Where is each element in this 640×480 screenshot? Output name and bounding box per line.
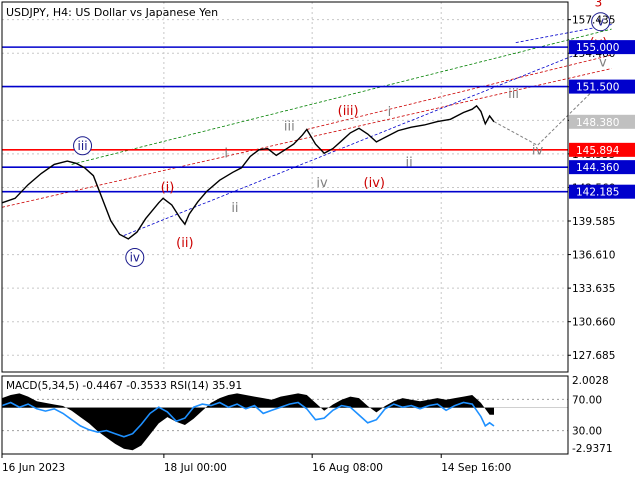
projection-line bbox=[493, 80, 604, 146]
level-tag-label: 144.360 bbox=[576, 162, 619, 174]
price-tick-label: 130.660 bbox=[572, 317, 615, 329]
level-tag-label: 142.185 bbox=[576, 187, 619, 199]
price-line bbox=[1, 104, 495, 240]
wave-circle bbox=[591, 12, 611, 32]
indicator-tick-label: 70.00 bbox=[572, 394, 602, 406]
price-tick-label: 139.585 bbox=[572, 216, 615, 228]
level-tag-resistance bbox=[569, 40, 635, 55]
wave-label: iv bbox=[130, 250, 140, 264]
wave-label: iii bbox=[78, 139, 88, 153]
price-series bbox=[1, 104, 495, 240]
indicator-pane bbox=[1, 393, 568, 451]
wave-circle bbox=[125, 247, 145, 267]
level-tag-label: 145.894 bbox=[576, 145, 620, 157]
wave-label: (i) bbox=[161, 181, 175, 196]
indicator-tick-label: -2.9371 bbox=[572, 443, 613, 455]
wave-label: ii bbox=[405, 156, 412, 171]
wave-label: i bbox=[224, 147, 228, 162]
indicator-axis: 2.0028 70.00 30.00 -2.9371 bbox=[572, 375, 613, 455]
time-tick-label: 16 Jun 2023 bbox=[2, 462, 65, 474]
wave-label: iii bbox=[284, 120, 295, 135]
rsi-line bbox=[1, 401, 495, 438]
time-tick-label: 16 Aug 08:00 bbox=[312, 462, 383, 474]
projection-path bbox=[493, 80, 604, 146]
time-axis: 16 Jun 2023 18 Jul 00:00 16 Aug 08:00 14 Se… bbox=[1, 454, 511, 474]
wave-label: (iii) bbox=[338, 104, 359, 119]
wave-label: i bbox=[388, 105, 392, 120]
level-tag-resistance bbox=[569, 79, 635, 94]
wave-label: (iv) bbox=[364, 176, 385, 191]
level-tag-label: 155.000 bbox=[576, 42, 619, 54]
channel-line-green bbox=[71, 28, 612, 165]
level-tag-label: 148.380 bbox=[576, 117, 619, 129]
wave-labels: iiiiv(i)(ii)iiiiiiiv(iii)(iv)iiiiiiivv(v… bbox=[73, 0, 611, 267]
wave-label: v bbox=[599, 55, 607, 70]
price-tick-label: 157.435 bbox=[572, 15, 615, 27]
level-tag-support bbox=[569, 160, 635, 175]
level-tag-pivot bbox=[569, 142, 635, 157]
time-tick-label: 18 Jul 00:00 bbox=[164, 462, 227, 474]
indicator-tick-label: 2.0028 bbox=[572, 375, 609, 387]
channel-line-red bbox=[1, 68, 612, 208]
wave-label: 3 bbox=[595, 0, 603, 10]
indicator-title: MACD(5,34,5) -0.4467 -0.3533 RSI(14) 35.… bbox=[6, 380, 242, 392]
wave-label: iv bbox=[532, 143, 544, 158]
price-tick-label: 133.635 bbox=[572, 283, 615, 295]
channel-line-blue bbox=[123, 39, 612, 236]
chart-title: USDJPY, H4: US Dollar vs Japanese Yen bbox=[6, 6, 218, 19]
level-tags: 155.000 151.500 148.380 145.894 144.360 142.1… bbox=[569, 40, 635, 199]
level-tag-support bbox=[569, 184, 635, 199]
wave-label: ii bbox=[231, 201, 238, 216]
wave-label: v bbox=[597, 15, 604, 29]
wave-circle bbox=[73, 136, 93, 156]
price-tick-label: 127.685 bbox=[572, 350, 615, 362]
channel-line-red bbox=[306, 54, 612, 130]
indicator-pane-frame bbox=[1, 375, 569, 455]
level-tag-current bbox=[569, 114, 635, 129]
wave-label: (ii) bbox=[176, 236, 193, 251]
price-tick-label: 136.610 bbox=[572, 250, 615, 262]
time-tick-label: 14 Sep 16:00 bbox=[441, 462, 511, 474]
wave-label: iv bbox=[316, 176, 328, 191]
level-tag-label: 151.500 bbox=[576, 82, 619, 94]
wave-label: iii bbox=[508, 87, 519, 102]
indicator-tick-label: 30.00 bbox=[572, 426, 602, 438]
